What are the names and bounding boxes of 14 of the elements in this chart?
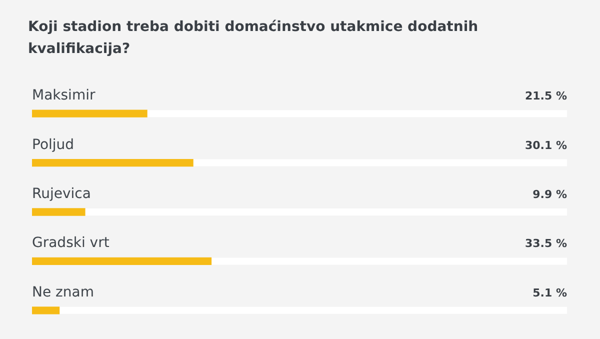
- bar: [32, 306, 60, 314]
- bar: [32, 110, 148, 118]
- y-tick-label: Rujevica: [32, 186, 91, 202]
- chart-title: Koji stadion treba dobiti domaćinstvo utakmice dodatnih kvalifikacija?: [28, 18, 480, 59]
- data-label: 30.1 %: [525, 138, 567, 152]
- y-tick-label: Gradski vrt: [32, 235, 110, 252]
- data-label: 5.1 %: [532, 286, 567, 300]
- y-tick-label: Poljud: [32, 136, 74, 153]
- data-label: 9.9 %: [532, 188, 567, 201]
- y-tick-label: Ne znam: [32, 284, 94, 300]
- data-label: 33.5 %: [525, 237, 567, 250]
- bar: [32, 208, 86, 216]
- data-label: 21.5 %: [525, 90, 567, 103]
- y-tick-label: Maksimir: [32, 88, 96, 104]
